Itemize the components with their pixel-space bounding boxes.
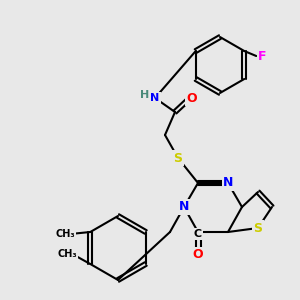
Text: F: F	[258, 50, 266, 62]
Text: N: N	[150, 93, 160, 103]
Text: CH₃: CH₃	[56, 229, 75, 239]
Text: C: C	[194, 229, 202, 239]
Text: O: O	[193, 248, 203, 262]
Text: N: N	[223, 176, 233, 190]
Text: N: N	[179, 200, 189, 214]
Text: S: S	[173, 152, 182, 164]
Text: CH₃: CH₃	[58, 249, 77, 259]
Text: S: S	[254, 221, 262, 235]
Text: O: O	[187, 92, 197, 104]
Text: H: H	[140, 90, 150, 100]
